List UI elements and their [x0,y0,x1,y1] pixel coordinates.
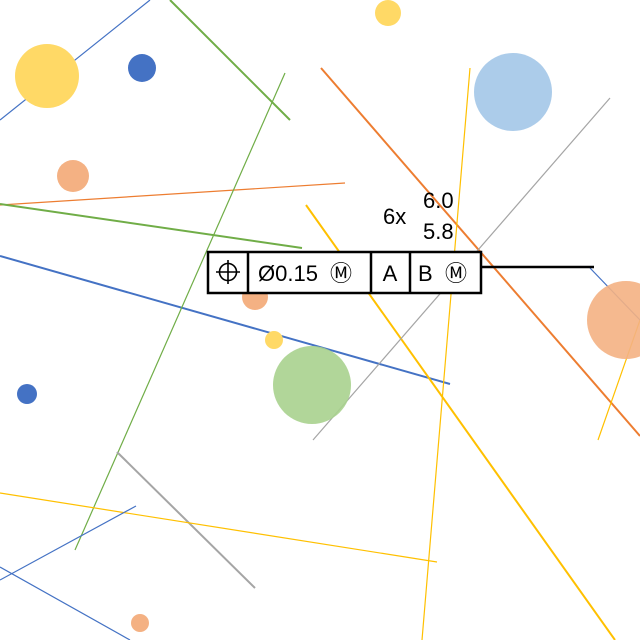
circle-orange-bottom [131,614,149,632]
circle-yellow-top [375,0,401,26]
fcf-datum-secondary-modifier: Ⓜ [445,261,467,286]
circle-blue-small-top [128,54,156,82]
dimension-upper-limit: 6.0 [423,188,454,213]
fcf-background [208,252,481,293]
background-circles [15,0,640,632]
circle-light-blue [474,53,552,131]
circle-green-large [273,346,351,424]
line-gray-bottom [116,451,256,589]
position-icon [216,260,240,284]
line-green-mid [0,203,303,249]
line-blue-top-left [0,0,151,121]
fcf-datum-primary: A [383,261,398,286]
circle-orange-right [587,281,640,359]
line-green-top [169,0,291,121]
fcf-datum-secondary: B [418,261,433,286]
line-green-diagonal [74,72,286,551]
line-yellow-vertical [421,67,471,640]
circle-yellow-large [15,44,79,108]
circle-yellow-small [265,331,283,349]
fcf-tolerance-modifier: Ⓜ [330,261,352,286]
circle-orange-left [57,160,89,192]
circle-blue-small-left [17,384,37,404]
line-orange-long [0,182,346,206]
line-blue-bottom-left [0,505,137,581]
dimension-count: 6x [383,204,406,229]
line-blue-mid [0,255,451,385]
feature-control-frame: Ø0.15 Ⓜ A B Ⓜ [206,250,594,295]
size-dimension: 6x 6.0 5.8 [383,188,454,244]
fcf-borders [206,250,483,295]
line-blue-bottom [0,566,131,640]
line-yellow-bottom [0,492,438,563]
dimension-lower-limit: 5.8 [423,219,454,244]
fcf-tolerance: Ø0.15 [258,261,318,286]
fcf-outline [206,250,483,295]
